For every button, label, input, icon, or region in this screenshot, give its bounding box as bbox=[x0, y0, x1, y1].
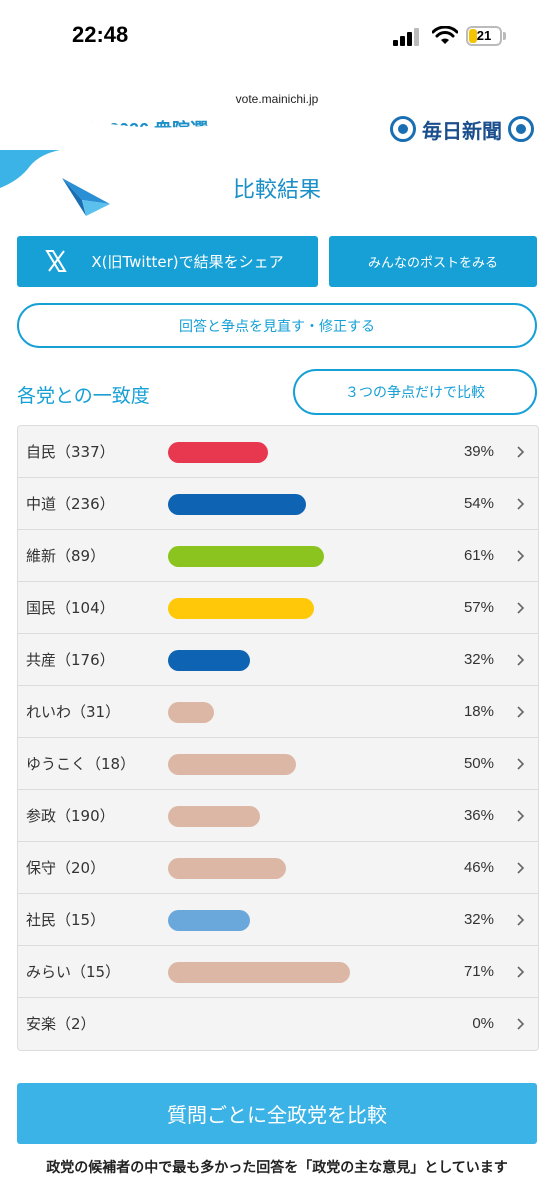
match-bar-track bbox=[168, 754, 368, 775]
party-name: 国民（104） bbox=[26, 599, 115, 617]
mainichi-logo-icon bbox=[390, 116, 416, 142]
battery-level: 21 bbox=[476, 28, 492, 43]
match-percent: 57% bbox=[463, 599, 494, 616]
party-row[interactable]: 中道（236） 54% bbox=[18, 478, 538, 530]
party-row[interactable]: 参政（190） 36% bbox=[18, 790, 538, 842]
section-title: 各党との一致度 bbox=[17, 385, 150, 407]
match-bar bbox=[168, 910, 251, 931]
match-bar-track bbox=[168, 650, 368, 671]
match-bar bbox=[168, 546, 325, 567]
chevron-right-icon bbox=[517, 862, 525, 874]
chevron-right-icon bbox=[517, 498, 525, 510]
match-percent: 46% bbox=[463, 859, 494, 876]
match-bar bbox=[168, 806, 261, 827]
chevron-right-icon bbox=[517, 654, 525, 666]
match-bar-track bbox=[168, 910, 368, 931]
party-name: ゆうこく（18） bbox=[26, 755, 136, 773]
party-row[interactable]: 安楽（2） 0% bbox=[18, 998, 538, 1050]
party-name: 参政（190） bbox=[26, 807, 115, 825]
party-row[interactable]: 自民（337） 39% bbox=[18, 426, 538, 478]
match-bar bbox=[168, 962, 351, 983]
match-percent: 32% bbox=[463, 911, 494, 928]
party-row[interactable]: 共産（176） 32% bbox=[18, 634, 538, 686]
match-bar bbox=[168, 754, 297, 775]
party-name: 安楽（2） bbox=[26, 1015, 96, 1033]
footnote: 政党の候補者の中で最も多かった回答を「政党の主な意見」としています bbox=[46, 1160, 508, 1176]
party-name: れいわ（31） bbox=[26, 703, 121, 721]
cloud-decoration bbox=[0, 118, 385, 150]
match-bar-track bbox=[168, 546, 368, 567]
match-bar bbox=[168, 598, 315, 619]
match-bar-track bbox=[168, 1014, 368, 1035]
signal-icon bbox=[393, 28, 419, 46]
see-posts-button[interactable]: みんなのポストをみる bbox=[329, 236, 537, 287]
page-title: 比較結果 bbox=[232, 178, 321, 203]
match-percent: 71% bbox=[463, 963, 494, 980]
chevron-right-icon bbox=[517, 914, 525, 926]
paper-plane-icon bbox=[62, 178, 110, 216]
party-row[interactable]: れいわ（31） 18% bbox=[18, 686, 538, 738]
chevron-right-icon bbox=[517, 446, 525, 458]
wifi-icon bbox=[432, 26, 458, 44]
share-x-label: X(旧Twitter)で結果をシェア bbox=[91, 253, 284, 271]
match-bar bbox=[168, 494, 307, 515]
battery-icon: 21 bbox=[466, 26, 502, 46]
match-bar bbox=[168, 858, 286, 879]
match-bar-track bbox=[168, 442, 368, 463]
match-bar-track bbox=[168, 598, 368, 619]
party-name: 維新（89） bbox=[26, 547, 106, 565]
chevron-right-icon bbox=[517, 966, 525, 978]
match-bar bbox=[168, 650, 251, 671]
party-name: 中道（236） bbox=[26, 495, 115, 513]
match-percent: 39% bbox=[463, 443, 494, 460]
party-name: 共産（176） bbox=[26, 651, 115, 669]
party-row[interactable]: みらい（15） 71% bbox=[18, 946, 538, 998]
party-row[interactable]: ゆうこく（18） 50% bbox=[18, 738, 538, 790]
match-bar-track bbox=[168, 858, 368, 879]
site-header: えらぼーと 2026 衆院選 毎日新聞 bbox=[0, 110, 554, 150]
chevron-right-icon bbox=[517, 758, 525, 770]
match-bar-track bbox=[168, 962, 368, 983]
status-bar: 22:48 21 vote.mainichi.jp bbox=[0, 0, 554, 106]
status-time: 22:48 bbox=[72, 22, 129, 47]
title-area: 比較結果 bbox=[0, 150, 554, 230]
chevron-right-icon bbox=[517, 1018, 525, 1030]
match-percent: 36% bbox=[463, 807, 494, 824]
match-percent: 18% bbox=[463, 703, 494, 720]
match-bar bbox=[168, 702, 215, 723]
match-bar-track bbox=[168, 494, 368, 515]
share-x-button[interactable]: X(旧Twitter)で結果をシェア bbox=[17, 236, 318, 287]
chevron-right-icon bbox=[517, 602, 525, 614]
match-bar-track bbox=[168, 806, 368, 827]
party-name: 社民（15） bbox=[26, 911, 106, 929]
match-percent: 32% bbox=[463, 651, 494, 668]
party-name: 自民（337） bbox=[26, 443, 115, 461]
party-row[interactable]: 維新（89） 61% bbox=[18, 530, 538, 582]
review-answers-button[interactable]: 回答と争点を見直す・修正する bbox=[17, 303, 537, 348]
browser-url[interactable]: vote.mainichi.jp bbox=[235, 92, 319, 106]
party-name: みらい（15） bbox=[26, 963, 121, 981]
chevron-right-icon bbox=[517, 810, 525, 822]
match-bar bbox=[168, 442, 268, 463]
mainichi-logo[interactable]: 毎日新聞 bbox=[390, 114, 534, 144]
party-row[interactable]: 国民（104） 57% bbox=[18, 582, 538, 634]
party-match-list: 自民（337） 39% 中道（236） 54% 維新（89） 61% 国民（104） 57% 共… bbox=[17, 425, 539, 1051]
party-row[interactable]: 保守（20） 46% bbox=[18, 842, 538, 894]
match-percent: 0% bbox=[472, 1015, 494, 1032]
party-row[interactable]: 社民（15） 32% bbox=[18, 894, 538, 946]
chevron-right-icon bbox=[517, 550, 525, 562]
three-issues-button[interactable]: ３つの争点だけで比較 bbox=[293, 369, 537, 415]
cloud-icon bbox=[0, 150, 60, 188]
chevron-right-icon bbox=[517, 706, 525, 718]
match-percent: 54% bbox=[463, 495, 494, 512]
compare-all-parties-button[interactable]: 質問ごとに全政党を比較 bbox=[17, 1083, 537, 1144]
match-percent: 61% bbox=[463, 547, 494, 564]
mainichi-logo-icon bbox=[508, 116, 534, 142]
party-name: 保守（20） bbox=[26, 859, 106, 877]
newspaper-name: 毎日新聞 bbox=[422, 118, 502, 143]
x-logo-icon bbox=[45, 250, 67, 272]
match-percent: 50% bbox=[463, 755, 494, 772]
match-bar-track bbox=[168, 702, 368, 723]
